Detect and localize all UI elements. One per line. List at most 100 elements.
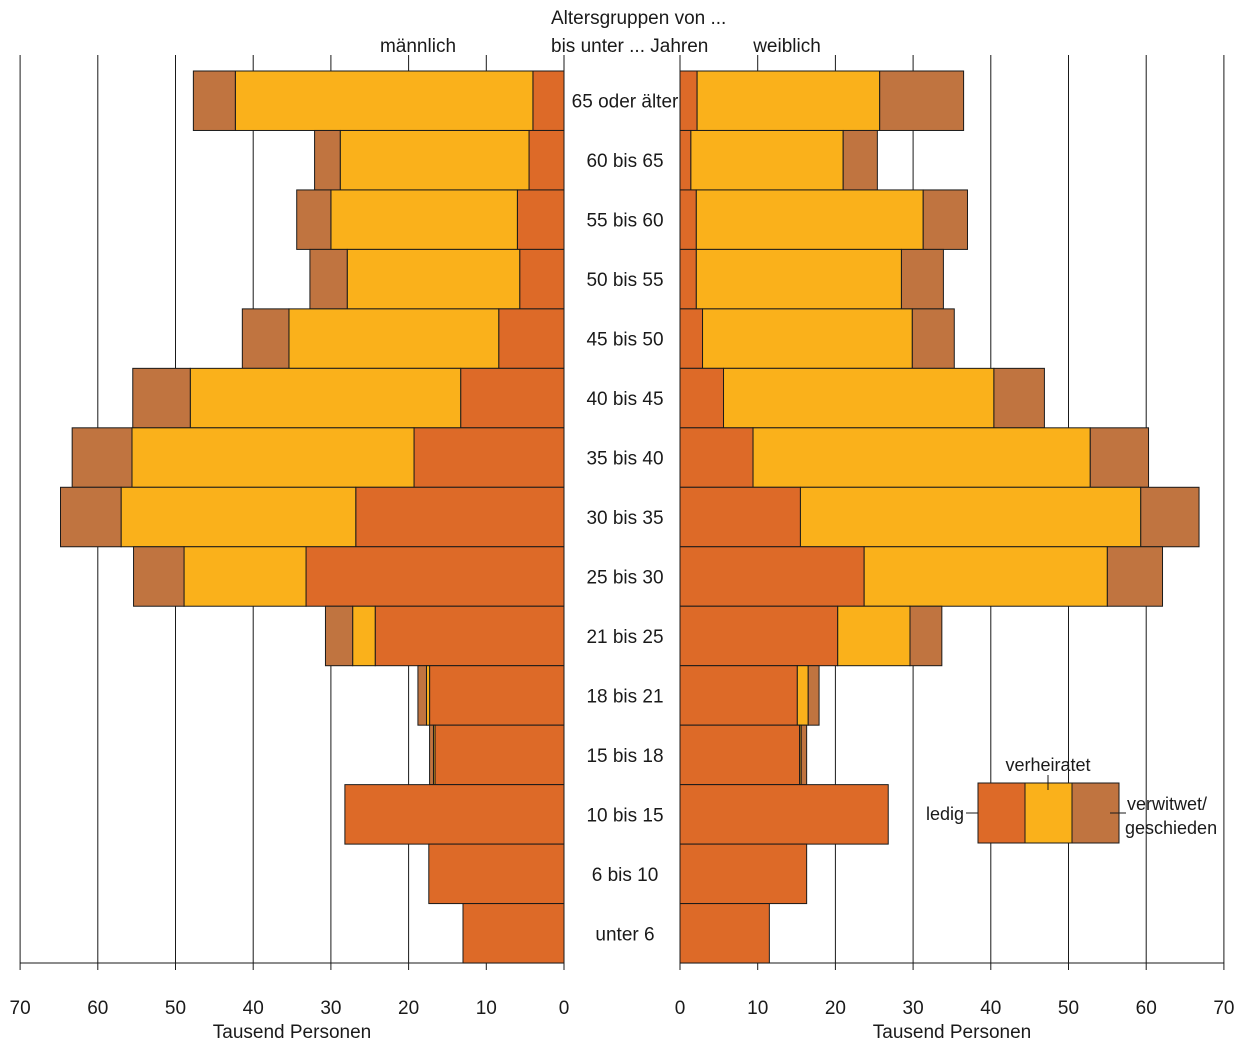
bar-female-verwitwet-60-bis-65 xyxy=(842,129,878,191)
age-group-label: 6 bis 10 xyxy=(592,865,659,886)
tick-label-right-70: 70 xyxy=(1213,998,1234,1019)
bar-female-ledig-6-bis-10 xyxy=(679,843,808,905)
bar-male-ledig-25-bis-30 xyxy=(305,546,565,607)
bar-male-verwitwet-35-bis-40 xyxy=(71,427,133,488)
bar-male-verheiratet-50-bis-55 xyxy=(346,248,521,310)
age-group-label: 55 bis 60 xyxy=(586,211,663,232)
age-groups-title-line1: Altersgruppen von ... xyxy=(551,8,726,29)
bar-male-verwitwet-50-bis-55 xyxy=(309,248,348,310)
bar-male-verwitwet-18-bis-21 xyxy=(417,665,427,726)
tick-label-right-60: 60 xyxy=(1136,998,1157,1019)
bar-male-verwitwet-30-bis-35 xyxy=(60,486,122,548)
bar-female-verheiratet-55-bis-60 xyxy=(695,189,924,250)
bar-female-verheiratet-18-bis-21 xyxy=(796,665,809,726)
bar-female-ledig-unter-6 xyxy=(679,903,770,964)
bar-male-verheiratet-65-oder-älter xyxy=(234,70,534,131)
bar-male-verheiratet-45-bis-50 xyxy=(288,308,500,369)
bar-female-ledig-40-bis-45 xyxy=(679,367,725,429)
age-group-label: 18 bis 21 xyxy=(586,686,663,707)
bar-female-ledig-30-bis-35 xyxy=(679,486,801,548)
bar-male-ledig-60-bis-65 xyxy=(528,129,565,191)
bar-female-verheiratet-21-bis-25 xyxy=(837,605,911,667)
bar-male-ledig-65-oder-älter xyxy=(532,70,565,131)
bar-male-verwitwet-60-bis-65 xyxy=(314,129,341,191)
bar-male-verwitwet-15-bis-18 xyxy=(429,724,434,786)
bar-male-ledig-45-bis-50 xyxy=(498,308,565,369)
bar-female-ledig-10-bis-15 xyxy=(679,784,889,845)
bar-male-ledig-35-bis-40 xyxy=(413,427,565,488)
bar-female-ledig-50-bis-55 xyxy=(679,248,697,310)
tick-label-right-10: 10 xyxy=(747,998,768,1019)
bar-male-verwitwet-25-bis-30 xyxy=(133,546,185,607)
tick-label-left-0: 0 xyxy=(559,998,570,1019)
tick-label-right-30: 30 xyxy=(903,998,924,1019)
age-group-label: 65 oder älter xyxy=(572,92,679,113)
x-axis-label-left: Tausend Personen xyxy=(213,1022,371,1043)
tick-label-left-60: 60 xyxy=(87,998,108,1019)
age-group-label: 15 bis 18 xyxy=(586,746,663,767)
bar-male-verheiratet-21-bis-25 xyxy=(352,605,376,667)
legend-swatch-ledig xyxy=(977,782,1026,844)
bar-female-ledig-65-oder-älter xyxy=(679,70,698,131)
tick-label-left-30: 30 xyxy=(320,998,341,1019)
tick-label-left-10: 10 xyxy=(476,998,497,1019)
bar-male-verwitwet-55-bis-60 xyxy=(296,189,332,250)
age-group-label: 30 bis 35 xyxy=(586,508,663,529)
bar-male-ledig-55-bis-60 xyxy=(516,189,565,250)
bar-female-ledig-15-bis-18 xyxy=(679,724,801,786)
bar-male-verheiratet-30-bis-35 xyxy=(120,486,357,548)
age-group-label: 35 bis 40 xyxy=(586,449,663,470)
legend-label-verwitwet-line1: verwitwet/ xyxy=(1127,794,1207,814)
bar-female-verheiratet-40-bis-45 xyxy=(723,367,995,429)
legend-swatch-verheiratet xyxy=(1024,782,1073,844)
bar-male-verheiratet-55-bis-60 xyxy=(330,189,518,250)
tick-label-right-0: 0 xyxy=(675,998,686,1019)
bar-male-verheiratet-60-bis-65 xyxy=(339,129,530,191)
bar-male-verwitwet-40-bis-45 xyxy=(132,367,191,429)
age-group-label: 40 bis 45 xyxy=(586,389,663,410)
tick-label-left-20: 20 xyxy=(398,998,419,1019)
bar-male-ledig-15-bis-18 xyxy=(434,724,565,786)
bar-female-ledig-21-bis-25 xyxy=(679,605,839,667)
bar-female-ledig-60-bis-65 xyxy=(679,129,692,191)
legend-label-verwitwet-line2: geschieden xyxy=(1125,818,1217,838)
bar-male-verheiratet-25-bis-30 xyxy=(183,546,307,607)
axis-ticks: 0 0 10 10 20 20 30 30 40 40 50 50 60 60 70 70 xyxy=(10,962,1234,1019)
bar-male-ledig-30-bis-35 xyxy=(355,486,565,548)
age-group-label: 50 bis 55 xyxy=(586,270,663,291)
bar-female-verwitwet-15-bis-18 xyxy=(800,724,808,786)
bar-male-verheiratet-35-bis-40 xyxy=(131,427,415,488)
bar-male-ledig-unter-6 xyxy=(462,903,565,964)
legend-label-verheiratet: verheiratet xyxy=(1005,755,1090,775)
tick-label-right-20: 20 xyxy=(825,998,846,1019)
bars xyxy=(60,70,1200,964)
bar-female-verheiratet-45-bis-50 xyxy=(702,308,913,369)
tick-label-right-50: 50 xyxy=(1058,998,1079,1019)
bar-male-verwitwet-65-oder-älter xyxy=(192,70,236,131)
bar-male-verwitwet-45-bis-50 xyxy=(241,308,290,369)
bar-female-verwitwet-30-bis-35 xyxy=(1140,486,1200,548)
age-group-label: unter 6 xyxy=(595,924,654,945)
bar-female-verwitwet-55-bis-60 xyxy=(922,189,968,250)
bar-female-ledig-18-bis-21 xyxy=(679,665,798,726)
bar-female-ledig-25-bis-30 xyxy=(679,546,865,607)
bar-female-verheiratet-50-bis-55 xyxy=(695,248,902,310)
bar-female-ledig-45-bis-50 xyxy=(679,308,704,369)
bar-male-ledig-10-bis-15 xyxy=(344,784,565,845)
bar-female-verheiratet-65-oder-älter xyxy=(696,70,881,131)
bar-female-ledig-35-bis-40 xyxy=(679,427,754,488)
bar-male-ledig-21-bis-25 xyxy=(374,605,565,667)
legend-label-ledig: ledig xyxy=(926,804,964,824)
bar-female-verwitwet-65-oder-älter xyxy=(879,70,965,131)
bar-female-verwitwet-18-bis-21 xyxy=(807,665,820,726)
age-group-label: 25 bis 30 xyxy=(586,567,663,588)
bar-female-verheiratet-60-bis-65 xyxy=(690,129,844,191)
age-group-label: 45 bis 50 xyxy=(586,330,663,351)
bar-male-verheiratet-40-bis-45 xyxy=(189,367,462,429)
bar-female-ledig-55-bis-60 xyxy=(679,189,697,250)
bar-female-verheiratet-30-bis-35 xyxy=(799,486,1142,548)
age-group-label: 60 bis 65 xyxy=(586,151,663,172)
tick-label-left-40: 40 xyxy=(243,998,264,1019)
bar-male-ledig-18-bis-21 xyxy=(429,665,565,726)
tick-label-right-40: 40 xyxy=(980,998,1001,1019)
